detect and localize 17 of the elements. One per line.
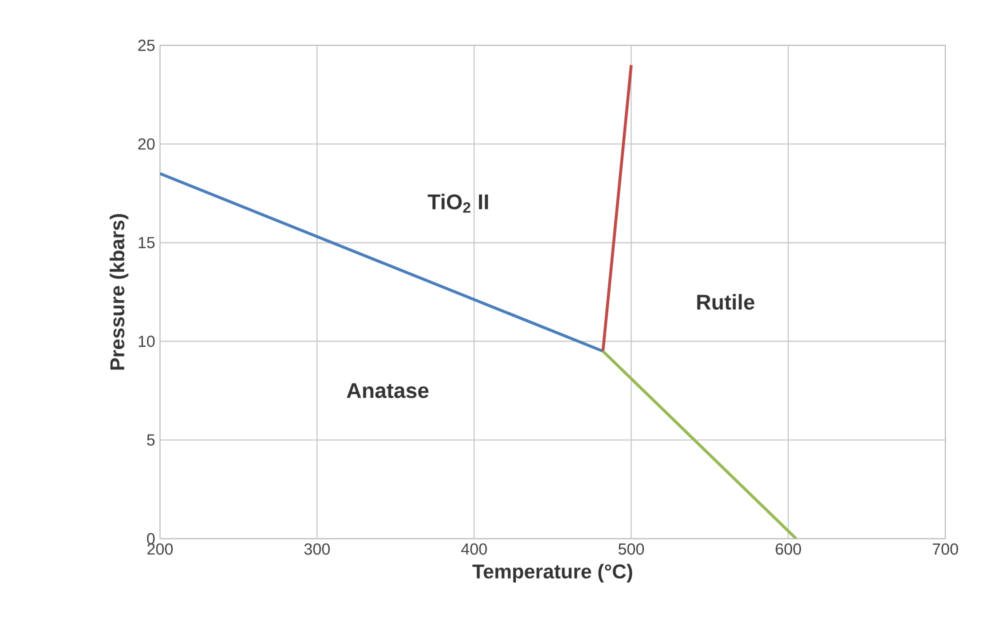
x-tick-label: 500 <box>618 543 644 555</box>
x-tick-label: 600 <box>776 543 801 555</box>
y-tick-label: 0 <box>147 533 155 544</box>
y-tick-label: 10 <box>138 336 155 347</box>
y-tick-label: 25 <box>138 40 155 51</box>
x-tick-label: 300 <box>304 543 330 555</box>
y-tick-label: 5 <box>147 434 155 446</box>
y-tick-label: 20 <box>138 138 155 150</box>
annotation: Rutile <box>697 294 754 310</box>
annotation: TiO$_{2}$ II <box>428 194 488 213</box>
y-axis-title: Pressure (kbars) <box>110 214 128 370</box>
x-axis-title: Temperature (°C) <box>472 564 632 582</box>
x-tick-label: 200 <box>147 543 173 555</box>
annotation: Anatase <box>346 383 428 398</box>
y-tick-label: 15 <box>138 237 155 248</box>
x-tick-label: 400 <box>461 543 487 555</box>
x-tick-label: 700 <box>932 543 958 555</box>
